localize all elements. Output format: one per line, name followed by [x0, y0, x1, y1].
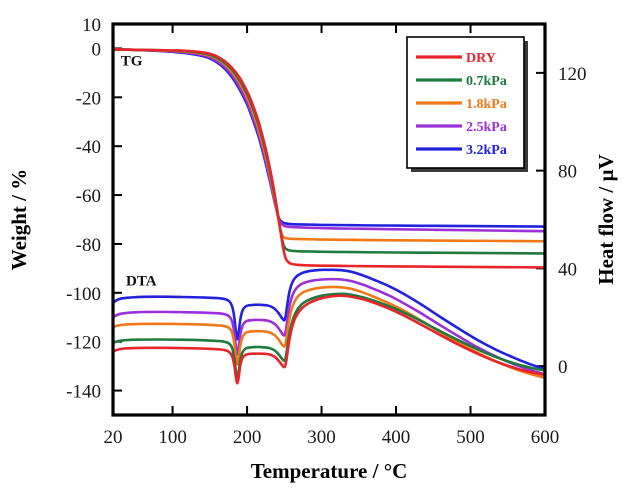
y2-tick-label: 0 [558, 357, 568, 378]
y-tick-label: 10 [82, 15, 101, 36]
chart-legend: DRY 0.7kPa 1.8kPa 2.5kPa 3.2kPa [406, 36, 528, 172]
bottom-axis-ticks: 20 100 200 300 400 500 600 [104, 406, 560, 448]
x-tick-label: 200 [233, 427, 262, 448]
x-tick-label: 400 [382, 427, 411, 448]
series-dta-2-5kpa [111, 277, 547, 376]
x-tick-label: 20 [104, 427, 123, 448]
y-tick-label: -140 [66, 382, 101, 403]
y-tick-label: -40 [76, 137, 101, 158]
y-tick-label: -20 [76, 88, 101, 109]
y-tick-label: 0 [92, 39, 102, 60]
x-tick-label: 600 [531, 427, 560, 448]
y-tick-label: -60 [76, 186, 101, 207]
plot-frame [111, 22, 547, 417]
legend-label-2-5kpa: 2.5kPa [466, 120, 507, 135]
series-tg-dry [111, 48, 547, 269]
y2-tick-label: 120 [558, 64, 587, 85]
series-dta-1-8kpa [111, 285, 547, 380]
series-dta-0-7kpa [111, 292, 547, 380]
x-tick-label: 100 [158, 427, 187, 448]
x-tick-label: 300 [307, 427, 336, 448]
curve-annotations: TG DTA [121, 54, 157, 290]
legend-label-dry: DRY [466, 51, 496, 66]
legend-label-1-8kpa: 1.8kPa [466, 97, 507, 112]
right-axis-ticks: 120 80 40 0 [536, 64, 587, 378]
y-tick-label: -120 [66, 333, 101, 354]
annotation-dta: DTA [126, 273, 157, 289]
y2-tick-label: 80 [558, 162, 577, 183]
y2-axis-title: Heat flow / µV [594, 154, 618, 285]
series-dta-dry [111, 294, 547, 385]
y-tick-label: -80 [76, 235, 101, 256]
legend-label-0-7kpa: 0.7kPa [466, 74, 507, 89]
y-tick-label: -100 [66, 284, 101, 305]
x-tick-label: 500 [456, 427, 485, 448]
data-curves [111, 48, 547, 385]
x-axis-title: Temperature / °C [251, 459, 408, 483]
legend-label-3-2kpa: 3.2kPa [466, 143, 507, 158]
annotation-tg: TG [121, 54, 143, 70]
y-axis-title: Weight / % [7, 169, 31, 271]
series-dta-3-2kpa [111, 268, 547, 371]
y2-tick-label: 40 [558, 259, 577, 280]
